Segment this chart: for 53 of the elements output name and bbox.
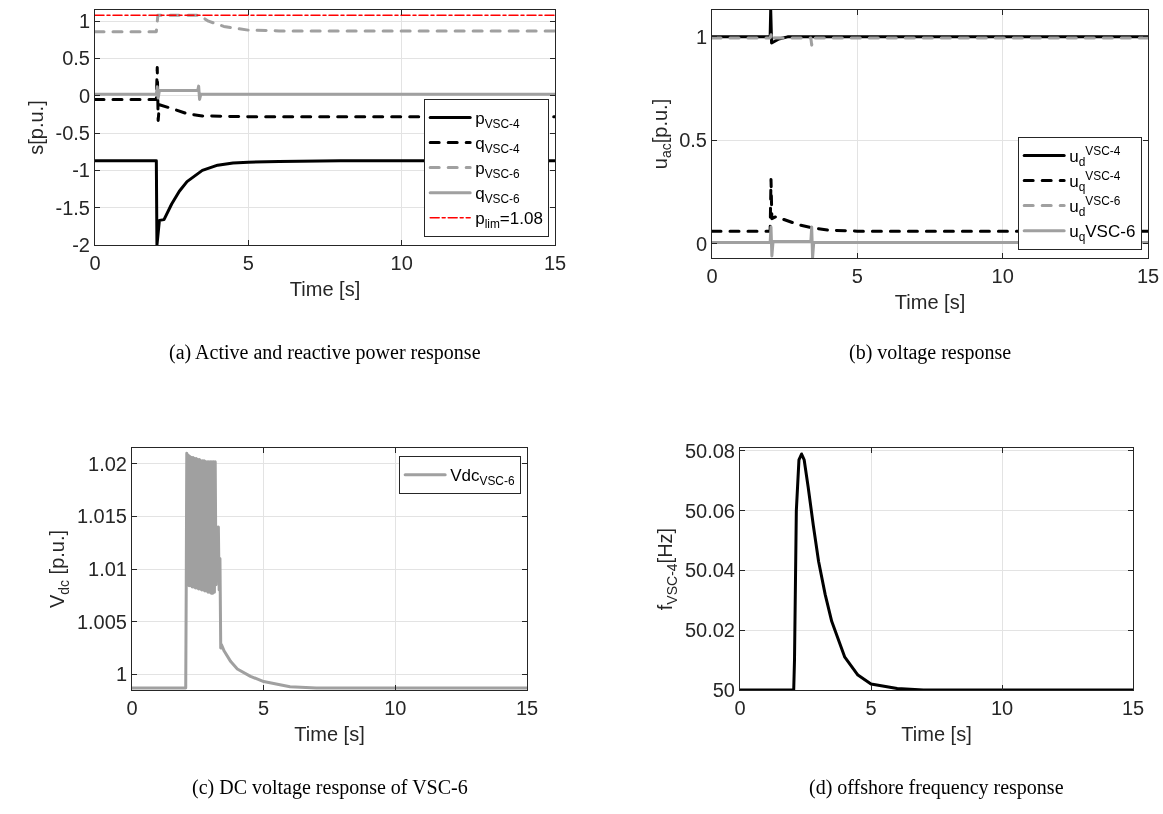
y-tick-label: 1 — [115, 663, 127, 686]
legend-label: q$_{VSC-4}$ — [475, 134, 521, 156]
text: (a) Active and reactive power response — [169, 341, 481, 364]
legend-label: p$_{lim}$=1.08 — [475, 209, 543, 232]
text: (c) DC voltage response of VSC-6 — [192, 776, 468, 799]
y-tick-label: -2 — [72, 234, 90, 256]
x-axis-title: Time [s] — [289, 277, 361, 300]
legend-label: Vdc$_{VSC-6}$ — [450, 466, 515, 488]
y-axis-title: s[p.u.] — [25, 100, 48, 155]
line-series — [740, 452, 1133, 690]
x-axis-title: Time [s] — [894, 290, 966, 313]
line-series — [95, 84, 555, 102]
x-tick-label: 5 — [242, 252, 254, 274]
x-tick-label: 10 — [990, 697, 1014, 719]
y-tick-label: 50.04 — [684, 559, 735, 582]
y-tick-label: 0 — [78, 84, 90, 107]
text: (d) offshore frequency response — [809, 776, 1064, 799]
y-tick-label: 50.02 — [684, 619, 735, 642]
text: (b) voltage response — [849, 341, 1012, 364]
y-tick-label: 50.06 — [684, 499, 735, 522]
line-series — [95, 13, 555, 34]
x-tick-label: 10 — [991, 265, 1014, 287]
x-tick-label: 15 — [1121, 697, 1145, 719]
x-tick-label: 5 — [865, 697, 877, 719]
y-tick-label: -1 — [72, 159, 90, 182]
y-tick-label: 1.01 — [88, 558, 127, 580]
line-series — [712, 33, 1148, 47]
x-tick-label: 10 — [390, 252, 413, 274]
legend-label: p$_{VSC-4}$ — [475, 109, 521, 131]
y-tick-label: 0 — [695, 232, 707, 255]
legend-label: u$_{q}$VSC-6 — [1069, 222, 1136, 244]
y-tick-label: -1.5 — [55, 196, 90, 219]
y-tick-label: 0.5 — [62, 47, 90, 70]
y-tick-label: 1 — [78, 10, 90, 33]
x-tick-label: 15 — [543, 252, 567, 274]
y-tick-label: -0.5 — [55, 122, 90, 145]
y-tick-label: 0.5 — [679, 129, 707, 152]
y-tick-label: 1 — [695, 25, 707, 48]
x-axis-title: Time [s] — [901, 722, 972, 745]
y-tick-label: 1.005 — [76, 610, 127, 633]
y-tick-label: 50 — [712, 679, 735, 701]
x-tick-label: 15 — [515, 697, 539, 719]
x-tick-label: 10 — [384, 697, 407, 719]
x-tick-label: 5 — [258, 697, 270, 719]
y-tick-label: 1.015 — [76, 505, 127, 528]
legend-label: q$_{VSC-6}$ — [475, 184, 521, 206]
x-tick-label: 5 — [851, 265, 863, 287]
y-tick-label: 50.08 — [684, 439, 735, 462]
x-axis-title: Time [s] — [294, 722, 365, 745]
line-series — [132, 451, 527, 690]
x-tick-label: 15 — [1136, 265, 1160, 287]
legend-label: p$_{VSC-6}$ — [475, 159, 521, 181]
y-tick-label: 1.02 — [88, 452, 127, 475]
